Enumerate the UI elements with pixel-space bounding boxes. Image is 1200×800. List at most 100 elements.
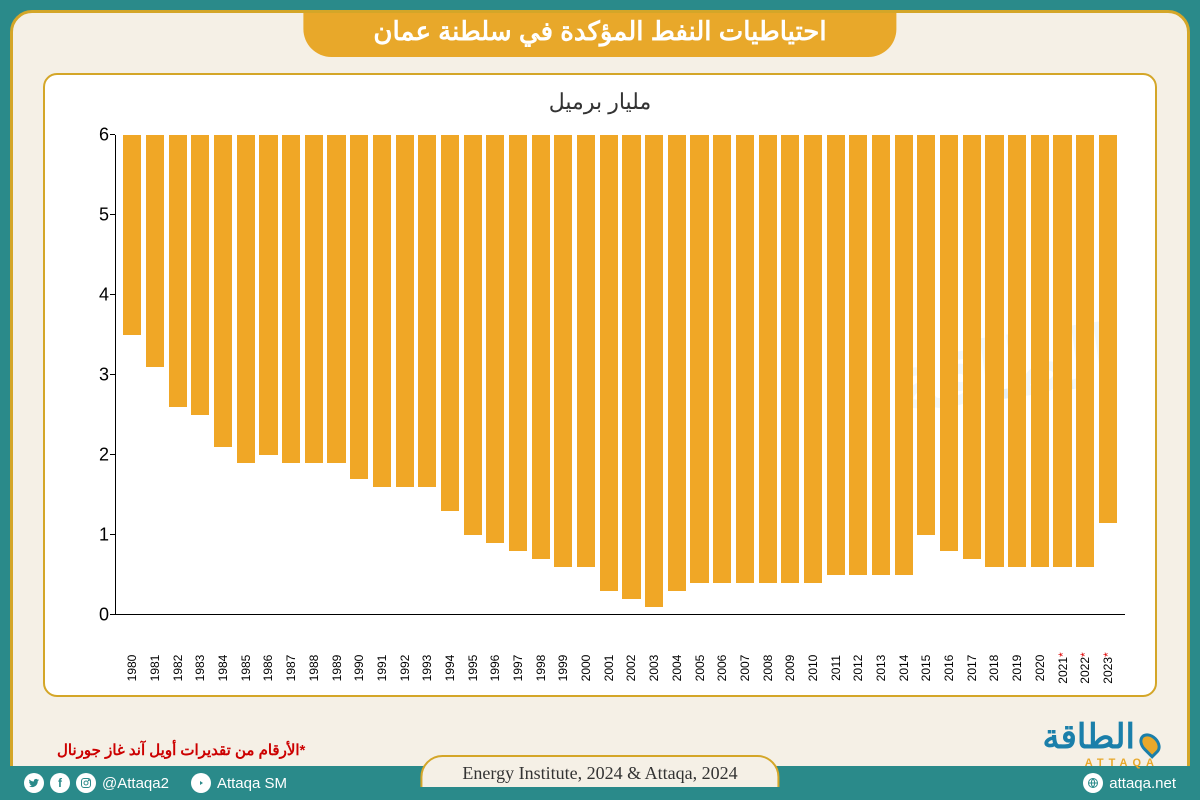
ytick-label: 1 <box>79 525 109 546</box>
xlabel: 1997 <box>511 655 525 682</box>
xlabel: 2002 <box>624 655 638 682</box>
bar-rect <box>1008 135 1026 567</box>
bar-2020: 2020 <box>1029 135 1052 615</box>
bar-rect <box>781 135 799 583</box>
bar-1988: 1988 <box>303 135 326 615</box>
ytick-label: 2 <box>79 445 109 466</box>
xlabel: 2007 <box>738 655 752 682</box>
brand-ar: الطاقة <box>1042 718 1135 756</box>
bar-1999: 1999 <box>552 135 575 615</box>
bar-2001: 2001 <box>597 135 620 615</box>
ytick-mark <box>110 294 115 295</box>
bar-2007: 2007 <box>734 135 757 615</box>
bar-rect <box>804 135 822 583</box>
bar-rect <box>532 135 550 559</box>
bar-1986: 1986 <box>257 135 280 615</box>
xlabel: 1987 <box>284 655 298 682</box>
xlabel: 1995 <box>466 655 480 682</box>
ytick-label: 4 <box>79 285 109 306</box>
bar-1994: 1994 <box>439 135 462 615</box>
chart-subtitle: مليار برميل <box>45 89 1155 115</box>
bar-rect <box>169 135 187 407</box>
bar-rect <box>759 135 777 583</box>
ytick-label: 3 <box>79 365 109 386</box>
xlabel: 2015 <box>919 655 933 682</box>
footnote: *الأرقام من تقديرات أويل آند غاز جورنال <box>57 741 305 759</box>
social-site[interactable]: attaqa.net <box>1083 773 1176 793</box>
bar-2015: 2015 <box>915 135 938 615</box>
xlabel: 2011 <box>829 655 843 681</box>
bar-2003: 2003 <box>643 135 666 615</box>
bar-2021: 2021* <box>1051 135 1074 615</box>
bar-1998: 1998 <box>529 135 552 615</box>
xlabel: 1982 <box>171 655 185 682</box>
bar-rect <box>396 135 414 487</box>
ytick-mark <box>110 374 115 375</box>
bar-1989: 1989 <box>325 135 348 615</box>
xlabel: 1994 <box>443 655 457 682</box>
bar-rect <box>713 135 731 583</box>
outer-frame: احتياطيات النفط المؤكدة في سلطنة عمان مل… <box>0 0 1200 800</box>
bar-1992: 1992 <box>393 135 416 615</box>
xlabel: 1983 <box>193 655 207 682</box>
bar-1997: 1997 <box>507 135 530 615</box>
bar-rect <box>214 135 232 447</box>
site-text: attaqa.net <box>1109 775 1176 792</box>
ytick-mark <box>110 214 115 215</box>
bar-rect <box>554 135 572 567</box>
gold-frame: احتياطيات النفط المؤكدة في سلطنة عمان مل… <box>10 10 1190 790</box>
xlabel: 2004 <box>670 655 684 682</box>
bar-2019: 2019 <box>1006 135 1029 615</box>
brand-lat: ATTAQA <box>1042 757 1159 769</box>
bar-rect <box>146 135 164 367</box>
xlabel: 2018 <box>987 655 1001 682</box>
bar-rect <box>373 135 391 487</box>
bar-rect <box>645 135 663 607</box>
bar-1981: 1981 <box>144 135 167 615</box>
xlabel: 1980 <box>125 655 139 682</box>
bar-rect <box>464 135 482 535</box>
bar-2012: 2012 <box>847 135 870 615</box>
ytick-mark <box>110 454 115 455</box>
xlabel: 2014 <box>897 655 911 682</box>
xlabel: 2006 <box>715 655 729 682</box>
bar-rect <box>191 135 209 415</box>
xlabel: 2020 <box>1033 655 1047 682</box>
bar-rect <box>123 135 141 335</box>
xlabel: 1996 <box>488 655 502 682</box>
xlabel: 1991 <box>375 655 389 682</box>
bar-2014: 2014 <box>892 135 915 615</box>
xlabel: 2001 <box>602 655 616 682</box>
bar-rect <box>600 135 618 591</box>
bar-rect <box>849 135 867 575</box>
bar-rect <box>940 135 958 551</box>
bar-rect <box>441 135 459 511</box>
chart-title: احتياطيات النفط المؤكدة في سلطنة عمان <box>303 10 896 57</box>
bar-1984: 1984 <box>212 135 235 615</box>
xlabel: 1984 <box>216 655 230 682</box>
bar-1985: 1985 <box>234 135 257 615</box>
source-pill: Energy Institute, 2024 & Attaqa, 2024 <box>420 755 779 790</box>
bar-rect <box>668 135 686 591</box>
ytick-mark <box>110 614 115 615</box>
bar-rect <box>486 135 504 543</box>
xlabel: 2010 <box>806 655 820 682</box>
bar-rect <box>1053 135 1071 567</box>
bar-rect <box>622 135 640 599</box>
bar-rect <box>1099 135 1117 523</box>
bar-1983: 1983 <box>189 135 212 615</box>
bar-rect <box>690 135 708 583</box>
bar-2011: 2011 <box>824 135 847 615</box>
plot-area: 0123456 19801981198219831984198519861987… <box>115 135 1125 615</box>
xlabel: 2008 <box>761 655 775 682</box>
bar-1987: 1987 <box>280 135 303 615</box>
ytick-mark <box>110 134 115 135</box>
bar-rect <box>350 135 368 479</box>
social-youtube[interactable]: Attaqa SM <box>191 773 287 793</box>
social-twitter[interactable]: f @Attaqa2 <box>24 773 169 793</box>
bar-2010: 2010 <box>802 135 825 615</box>
bar-1996: 1996 <box>484 135 507 615</box>
xlabel: 2016 <box>942 655 956 682</box>
xlabel: 1999 <box>556 655 570 682</box>
bar-rect <box>1076 135 1094 567</box>
